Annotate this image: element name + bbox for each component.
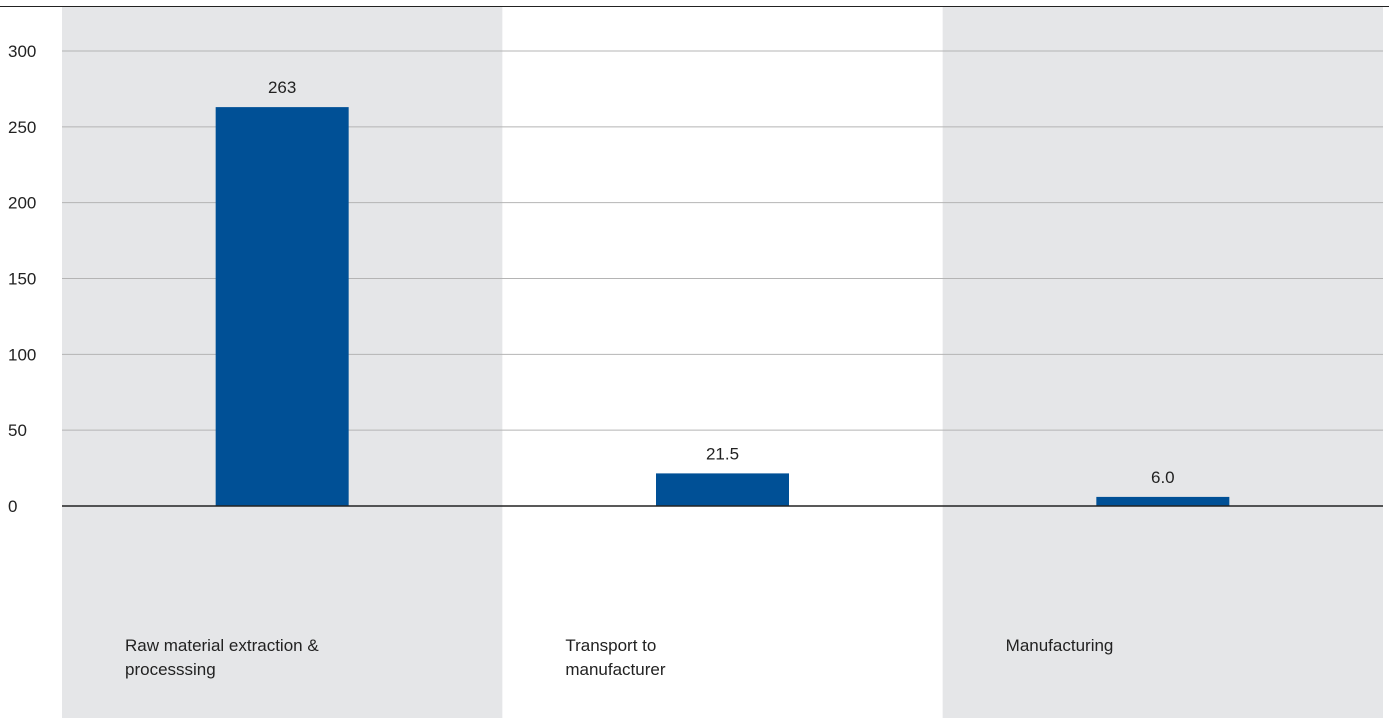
y-axis-ticks: 0 50 100 150 200 250 300 [8,42,36,516]
bar-value-label: 263 [268,78,296,97]
x-category-label: Manufacturing [1006,634,1306,658]
value-labels: 263 21.5 6.0 [268,78,1175,487]
x-category-label-line: Raw material extraction & [125,636,319,655]
bar-value-label: 21.5 [706,444,739,463]
y-tick-label: 0 [8,497,17,516]
y-tick-label: 50 [8,421,27,440]
x-category-label-line: processsing [125,660,216,679]
x-category-label-line: manufacturer [565,660,666,679]
y-tick-label: 200 [8,194,36,213]
bar [215,107,349,506]
category-band [942,6,1383,718]
y-tick-label: 150 [8,270,36,289]
y-tick-label: 300 [8,42,36,61]
x-category-label-line: Transport to [565,636,657,655]
x-category-label-line: Manufacturing [1005,636,1114,655]
bars [215,107,1230,506]
y-tick-label: 250 [8,118,36,137]
bar-value-label: 6.0 [1151,468,1175,487]
bar [656,473,789,506]
x-category-label: Transport to manufacturer [565,634,865,682]
bar [1096,496,1230,506]
x-category-label: Raw material extraction & processsing [125,634,425,682]
y-tick-label: 100 [8,345,36,364]
